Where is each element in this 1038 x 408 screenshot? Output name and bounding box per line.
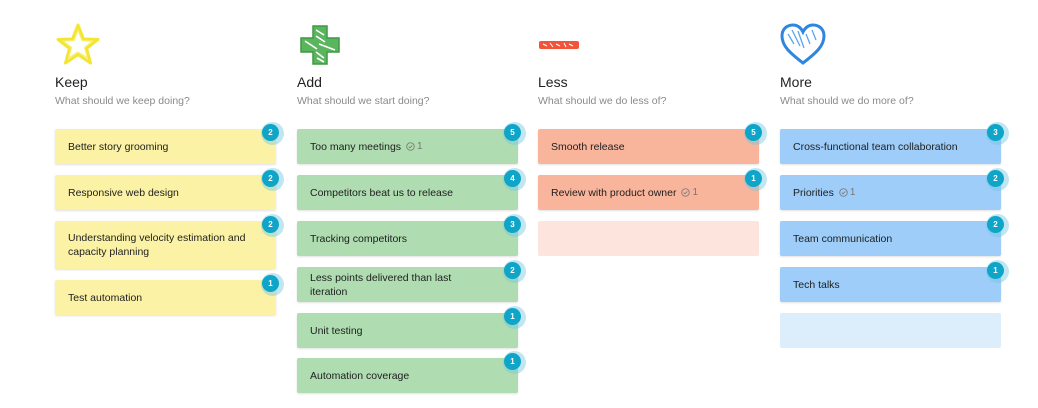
column-less: Less What should we do less of? Smooth r…	[538, 22, 762, 256]
vote-badge[interactable]: 5	[745, 124, 762, 141]
vote-badge[interactable]: 2	[504, 262, 521, 279]
vote-badge[interactable]: 3	[987, 124, 1004, 141]
card-text: Tracking competitors	[310, 232, 408, 245]
card[interactable]: Unit testing 1	[297, 308, 521, 348]
card-text: Review with product owner	[551, 186, 677, 199]
vote-badge[interactable]: 1	[504, 353, 521, 370]
column-subtitle: What should we do more of?	[780, 95, 914, 107]
minus-icon	[538, 22, 584, 68]
card[interactable]: Less points delivered than last iteratio…	[297, 262, 521, 302]
column-title: Keep	[55, 74, 88, 90]
check-count: 1	[849, 186, 856, 198]
action-check: 1	[839, 186, 856, 200]
check-count: 1	[417, 140, 423, 152]
card[interactable]: Test automation 1	[55, 275, 279, 315]
column-subtitle: What should we start doing?	[297, 95, 430, 107]
card-text: Cross-functional team collaboration	[793, 140, 958, 153]
add-card-placeholder[interactable]	[780, 313, 1001, 348]
card[interactable]: Competitors beat us to release 4	[297, 170, 521, 210]
vote-badge[interactable]: 1	[987, 262, 1004, 279]
vote-badge[interactable]: 2	[262, 170, 279, 187]
card-text: Priorities	[793, 186, 834, 199]
card[interactable]: Priorities 1 2	[780, 170, 1004, 210]
card-text: Unit testing	[310, 324, 363, 337]
card-text: Test automation	[68, 291, 143, 304]
column-more: More What should we do more of? Cross-fu…	[780, 22, 1004, 348]
vote-badge[interactable]: 2	[262, 216, 279, 233]
card[interactable]: Better story grooming 2	[55, 124, 279, 164]
card-text: Competitors beat us to release	[310, 186, 453, 199]
vote-badge[interactable]: 1	[504, 308, 521, 325]
column-title: Less	[538, 74, 568, 90]
card-text: Responsive web design	[68, 186, 179, 199]
column-title: More	[780, 74, 812, 90]
vote-badge[interactable]: 2	[987, 216, 1004, 233]
card-text: Smooth release	[551, 140, 625, 153]
check-circle-icon	[839, 188, 848, 197]
vote-badge[interactable]: 1	[745, 170, 762, 187]
column-subtitle: What should we keep doing?	[55, 95, 190, 107]
column-add: Add What should we start doing? Too many…	[297, 22, 521, 393]
vote-badge[interactable]: 2	[262, 124, 279, 141]
card[interactable]: Smooth release 5	[538, 124, 762, 164]
card[interactable]: Automation coverage 1	[297, 353, 521, 393]
card[interactable]: Tech talks 1	[780, 262, 1004, 302]
plus-icon	[297, 22, 343, 68]
card[interactable]: Tracking competitors 3	[297, 216, 521, 256]
column-keep: Keep What should we keep doing? Better s…	[55, 22, 279, 315]
card-text: Team communication	[793, 232, 893, 245]
card[interactable]: Understanding velocity estimation and ca…	[55, 216, 279, 269]
vote-badge[interactable]: 4	[504, 170, 521, 187]
card-text: Less points delivered than last iteratio…	[310, 271, 452, 298]
card[interactable]: Review with product owner 1 1	[538, 170, 762, 210]
check-circle-icon	[406, 142, 415, 151]
action-check: 1	[681, 186, 698, 200]
vote-badge[interactable]: 3	[504, 216, 521, 233]
card-text: Too many meetings	[310, 140, 402, 153]
vote-badge[interactable]: 1	[262, 275, 279, 292]
column-subtitle: What should we do less of?	[538, 95, 667, 107]
card[interactable]: Team communication 2	[780, 216, 1004, 256]
card-text: Better story grooming	[68, 140, 169, 153]
star-icon	[55, 22, 101, 68]
card[interactable]: Responsive web design 2	[55, 170, 279, 210]
card-text: Automation coverage	[310, 369, 410, 382]
card-text: Understanding velocity estimation and ca…	[68, 232, 246, 258]
column-title: Add	[297, 74, 322, 90]
action-check: 1	[406, 140, 423, 154]
vote-badge[interactable]: 5	[504, 124, 521, 141]
card[interactable]: Cross-functional team collaboration 3	[780, 124, 1004, 164]
card-text: Tech talks	[793, 278, 840, 291]
check-circle-icon	[681, 188, 691, 197]
vote-badge[interactable]: 2	[987, 170, 1004, 187]
heart-icon	[780, 22, 826, 68]
card[interactable]: Too many meetings 1 5	[297, 124, 521, 164]
add-card-placeholder[interactable]	[538, 221, 759, 256]
check-count: 1	[692, 186, 699, 198]
